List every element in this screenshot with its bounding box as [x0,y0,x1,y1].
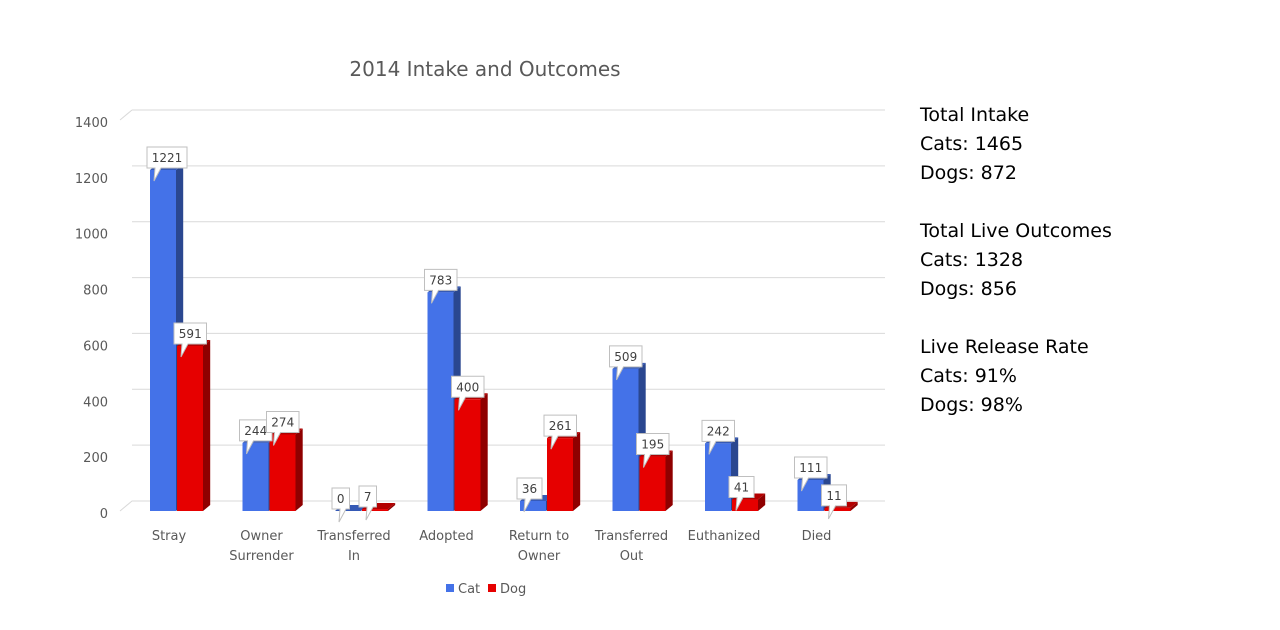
data-label: 244 [239,419,273,455]
y-tick-label: 1000 [75,228,108,243]
data-label: 111 [794,456,828,492]
svg-text:11: 11 [826,489,841,503]
svg-text:261: 261 [549,419,572,433]
summary-stats: Total Intake Cats: 1465 Dogs: 872 Total … [920,101,1112,449]
y-tick-label: 400 [83,395,108,410]
svg-text:36: 36 [522,482,537,496]
stats-line: Cats: 91% [920,365,1017,387]
y-tick-label: 800 [83,284,108,299]
svg-text:591: 591 [179,327,202,341]
x-category-label: Return to Owner [509,529,569,564]
svg-text:0: 0 [337,492,345,506]
y-tick-label: 600 [83,339,108,354]
data-label: 509 [609,345,643,381]
data-label: 36 [516,477,543,513]
x-category-label: Euthanized [688,529,761,544]
svg-text:Dog: Dog [500,582,526,597]
stats-line: Dogs: 856 [920,278,1017,300]
svg-text:274: 274 [271,415,294,429]
x-category-label: Stray [152,529,187,544]
y-tick-label: 1200 [75,172,108,187]
data-label: 400 [451,375,485,411]
x-category-label: Owner Surrender [229,529,294,564]
data-label: 783 [424,268,458,304]
x-category-label: Transferred Out [594,529,668,564]
stats-heading: Total Intake [920,104,1030,126]
data-label: 41 [728,476,755,511]
data-label: 242 [701,419,735,455]
data-label: 0 [331,487,350,523]
stats-line: Dogs: 98% [920,394,1023,416]
stats-total-intake: Total Intake Cats: 1465 Dogs: 872 [920,101,1112,188]
svg-text:242: 242 [707,424,730,438]
y-tick-label: 200 [83,451,108,466]
svg-text:195: 195 [641,438,664,452]
bar-dog [177,339,211,511]
svg-text:Cat: Cat [458,582,480,597]
data-label: 11 [821,484,847,520]
stats-line: Dogs: 872 [920,162,1017,184]
svg-text:509: 509 [614,350,637,364]
data-label: 7 [358,485,377,521]
stats-live-release-rate: Live Release Rate Cats: 91% Dogs: 98% [920,333,1112,420]
svg-text:7: 7 [364,490,372,504]
data-label: 195 [636,433,670,468]
bar-dog [454,393,488,511]
svg-text:783: 783 [429,273,452,287]
x-category-label: Transferred In [316,529,390,564]
svg-text:244: 244 [244,424,267,438]
data-label: 1221 [146,146,188,182]
gridline [119,109,133,121]
stats-heading: Live Release Rate [920,336,1089,358]
data-label: 274 [266,410,300,446]
floor-edge [119,500,885,512]
svg-text:41: 41 [734,481,749,495]
x-category-label: Adopted [419,529,473,544]
data-label: 591 [173,322,207,358]
stats-line: Cats: 1328 [920,249,1024,271]
legend: Cat Dog [446,582,526,597]
data-label: 261 [543,414,577,450]
stats-heading: Total Live Outcomes [920,220,1112,242]
stats-line: Cats: 1465 [920,133,1024,155]
chart-title: 2014 Intake and Outcomes [349,57,620,81]
svg-text:111: 111 [799,461,822,475]
y-tick-label: 1400 [75,116,108,131]
x-category-label: Died [802,529,832,544]
legend-item-dog: Dog [488,582,526,597]
stats-total-live-outcomes: Total Live Outcomes Cats: 1328 Dogs: 856 [920,217,1112,304]
y-tick-label: 0 [100,507,108,522]
legend-item-cat: Cat [446,582,480,597]
svg-text:1221: 1221 [152,151,183,165]
svg-text:400: 400 [456,380,479,394]
